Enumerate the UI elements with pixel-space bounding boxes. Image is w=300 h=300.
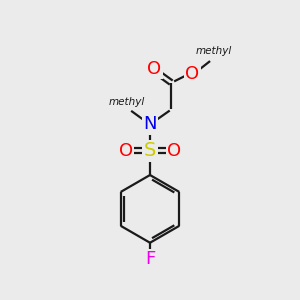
Text: F: F: [145, 250, 155, 268]
Text: S: S: [144, 141, 156, 160]
Text: O: O: [185, 65, 200, 83]
Text: N: N: [143, 116, 157, 134]
Text: methyl: methyl: [108, 97, 145, 107]
Text: O: O: [167, 142, 181, 160]
Text: methyl: methyl: [196, 46, 232, 56]
Text: O: O: [147, 60, 161, 78]
Text: O: O: [119, 142, 133, 160]
